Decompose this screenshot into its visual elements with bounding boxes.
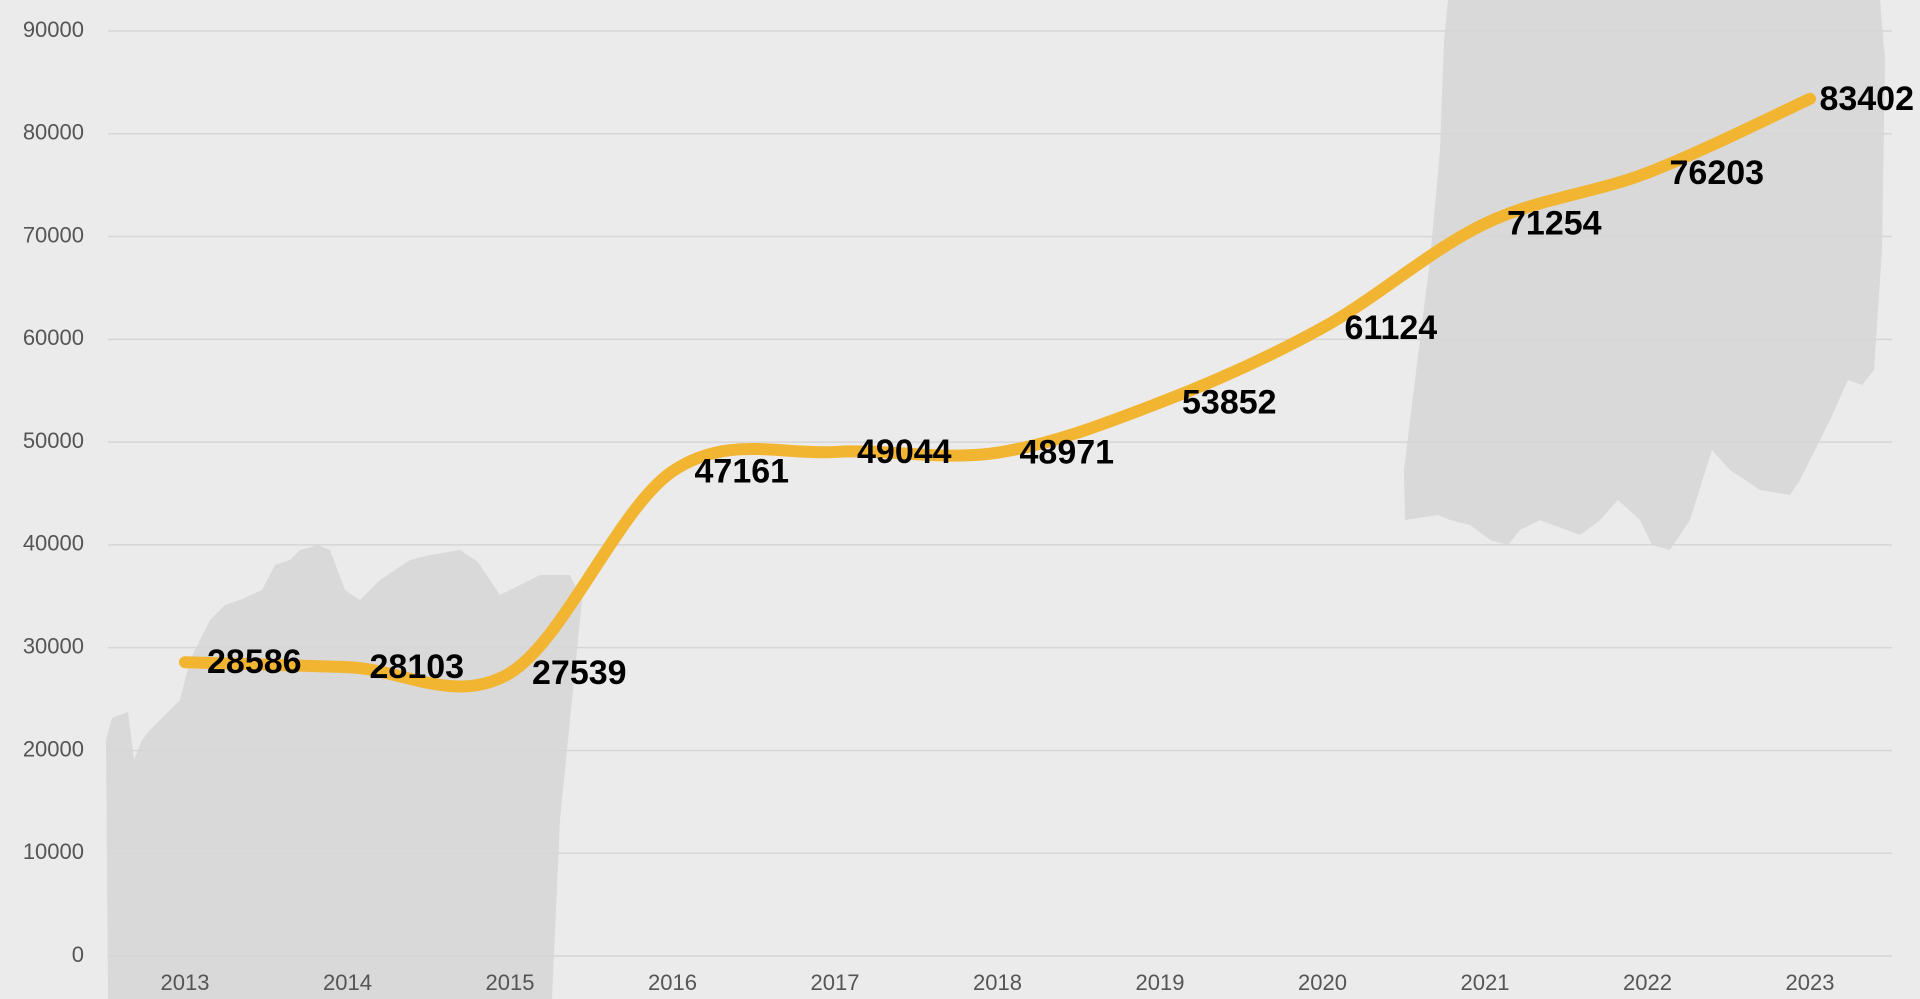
- y-tick-label: 60000: [23, 325, 84, 350]
- data-label: 49044: [857, 433, 952, 471]
- data-label: 47161: [695, 452, 790, 490]
- x-tick-label: 2019: [1136, 970, 1185, 995]
- data-label: 71254: [1507, 205, 1602, 243]
- data-label: 76203: [1670, 154, 1765, 192]
- y-tick-label: 0: [72, 942, 84, 967]
- x-tick-label: 2015: [486, 970, 535, 995]
- y-tick-label: 40000: [23, 531, 84, 556]
- y-tick-label: 50000: [23, 428, 84, 453]
- y-tick-label: 80000: [23, 120, 84, 145]
- chart: 0 10000 20000 30000 40000 50000 60000 70000 8000…: [0, 0, 1920, 999]
- data-label: 53852: [1182, 384, 1277, 422]
- x-tick-label: 2022: [1623, 970, 1672, 995]
- data-label: 28103: [370, 648, 465, 686]
- x-tick-label: 2023: [1786, 970, 1835, 995]
- data-label: 28586: [207, 643, 302, 681]
- y-tick-label: 30000: [23, 633, 84, 658]
- data-label: 61124: [1345, 309, 1438, 347]
- data-label: 83402: [1819, 80, 1914, 118]
- y-tick-label: 70000: [23, 222, 84, 247]
- x-tick-label: 2016: [648, 970, 697, 995]
- x-tick-label: 2013: [161, 970, 210, 995]
- y-tick-label: 10000: [23, 839, 84, 864]
- data-label: 48971: [1020, 434, 1115, 472]
- x-tick-label: 2020: [1298, 970, 1347, 995]
- x-tick-label: 2014: [323, 970, 372, 995]
- data-label: 27539: [532, 654, 627, 692]
- y-tick-label: 20000: [23, 736, 84, 761]
- x-tick-label: 2021: [1461, 970, 1510, 995]
- x-tick-label: 2017: [811, 970, 860, 995]
- x-tick-label: 2018: [973, 970, 1022, 995]
- y-tick-label: 90000: [23, 17, 84, 42]
